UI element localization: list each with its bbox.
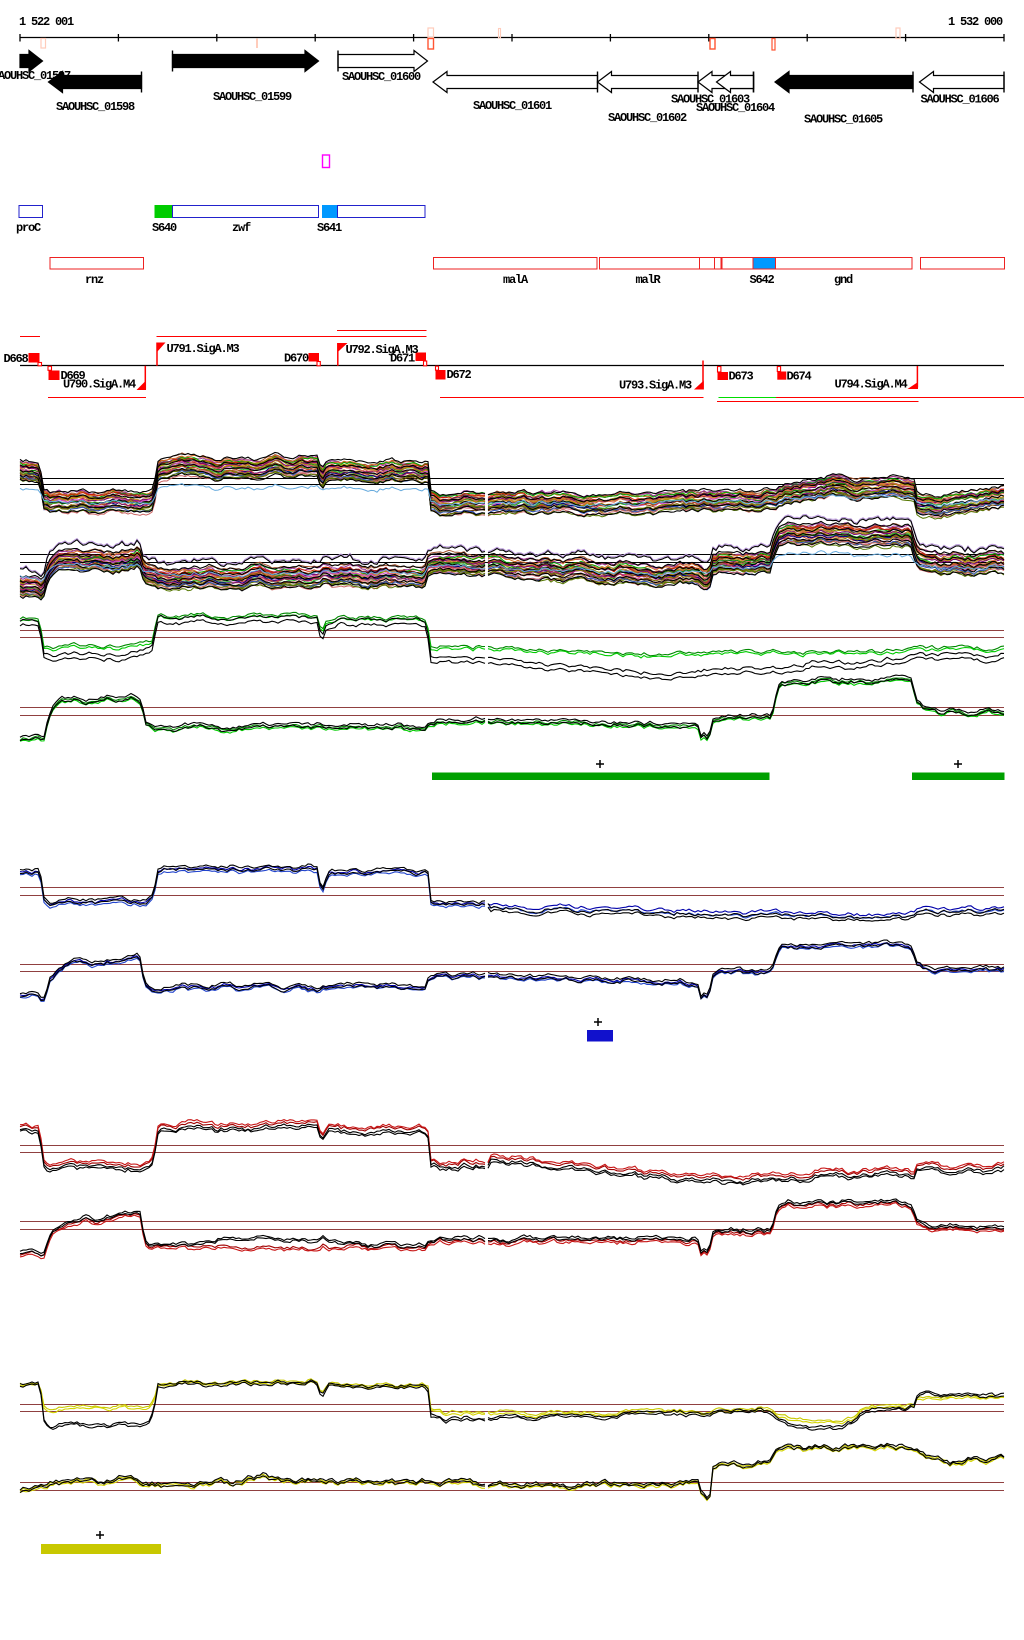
svg-text:D674: D674 <box>787 370 812 384</box>
svg-text:SAOUHSC_01604: SAOUHSC_01604 <box>696 101 775 115</box>
svg-text:SAOUHSC_01597: SAOUHSC_01597 <box>0 69 71 83</box>
svg-text:malR: malR <box>636 273 662 287</box>
svg-text:D669: D669 <box>61 369 86 383</box>
svg-text:proC: proC <box>16 221 41 235</box>
svg-text:U792.SigA.M3: U792.SigA.M3 <box>346 343 419 357</box>
svg-text:SAOUHSC_01602: SAOUHSC_01602 <box>608 111 687 125</box>
svg-text:S641: S641 <box>317 221 342 235</box>
svg-text:S642: S642 <box>750 273 775 287</box>
svg-text:U794.SigA.M4: U794.SigA.M4 <box>835 378 908 392</box>
svg-text:D671: D671 <box>390 352 415 366</box>
svg-text:rnz: rnz <box>85 273 104 287</box>
svg-text:malA: malA <box>503 273 529 287</box>
svg-text:SAOUHSC_01601: SAOUHSC_01601 <box>473 99 552 113</box>
svg-text:D672: D672 <box>447 368 472 382</box>
svg-text:D668: D668 <box>4 352 29 366</box>
svg-text:U793.SigA.M3: U793.SigA.M3 <box>619 379 692 393</box>
svg-text:SAOUHSC_01605: SAOUHSC_01605 <box>804 113 883 127</box>
svg-text:SAOUHSC_01599: SAOUHSC_01599 <box>213 90 292 104</box>
svg-text:D673: D673 <box>729 370 754 384</box>
svg-text:1 522 001: 1 522 001 <box>19 15 74 29</box>
svg-text:D670: D670 <box>284 352 309 366</box>
svg-text:SAOUHSC_01606: SAOUHSC_01606 <box>921 93 1000 107</box>
svg-text:U791.SigA.M3: U791.SigA.M3 <box>167 342 240 356</box>
svg-text:U790.SigA.M4: U790.SigA.M4 <box>63 378 136 392</box>
svg-text:SAOUHSC_01598: SAOUHSC_01598 <box>56 100 135 114</box>
svg-text:S640: S640 <box>152 221 177 235</box>
svg-text:1 532 000: 1 532 000 <box>948 15 1003 29</box>
svg-text:zwf: zwf <box>232 221 251 235</box>
svg-text:SAOUHSC_01600: SAOUHSC_01600 <box>342 70 421 84</box>
svg-text:SAOUHSC_01603: SAOUHSC_01603 <box>671 93 750 107</box>
svg-text:gnd: gnd <box>834 273 853 287</box>
